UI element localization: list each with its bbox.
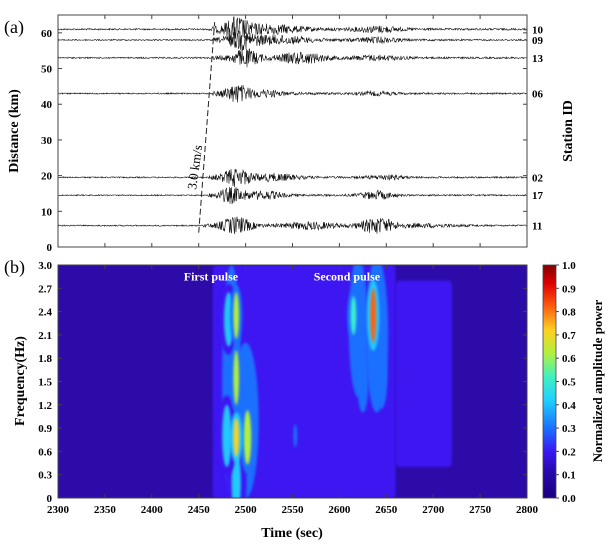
x-tick-label: 2600: [328, 504, 351, 516]
colorbar-label: Normalized amplitude power: [590, 300, 605, 463]
x-tick-label: 2700: [422, 504, 445, 516]
waveform-trace-13: [57, 47, 528, 68]
panel-b-axes: 2300 2350 2400 2450 2500 2550 2600 2650 2700 2750…: [38, 260, 538, 516]
y-axis-label-distance: Distance (km): [7, 89, 22, 173]
y-tick-label: 0: [47, 493, 53, 505]
colorbar-tick-label: 0.4: [562, 400, 576, 412]
pulse-annotation: Second pulse: [314, 270, 381, 284]
station-id-label: 06: [532, 89, 544, 101]
colorbar: [542, 264, 557, 499]
colorbar-tick-label: 0.5: [562, 377, 576, 389]
spectrogram-blob: [233, 350, 240, 405]
waveform-trace-06: [57, 85, 528, 103]
y-tick-label: 0: [47, 242, 53, 254]
x-tick-label: 2550: [282, 504, 305, 516]
x-tick-label: 2350: [94, 504, 117, 516]
colorbar-tick-label: 0.8: [562, 307, 576, 319]
pulse-annotation: First pulse: [184, 270, 239, 284]
spectrogram-blob: [233, 292, 240, 339]
colorbar-tick-label: 0.7: [562, 330, 576, 342]
colorbar-tick-label: 0.1: [562, 470, 576, 482]
waveform-traces: [57, 16, 528, 235]
waveform-trace-11: [57, 216, 528, 235]
waveform-trace-10: [57, 16, 528, 41]
x-tick-label: 2750: [469, 504, 492, 516]
x-tick-label: 2650: [375, 504, 398, 516]
x-tick-label: 2450: [188, 504, 211, 516]
panel-a-frame: [57, 14, 528, 248]
waveform-trace-02: [57, 168, 528, 188]
spectrogram-blob: [375, 346, 388, 409]
y-tick-label: 0.3: [38, 470, 52, 482]
y-tick-label: 2.7: [38, 283, 52, 295]
station-id-label: 02: [532, 172, 544, 184]
y-tick-label: 0.9: [38, 423, 52, 435]
velocity-annotation: 3.0 km/s: [184, 144, 205, 190]
y-tick-label: 1.2: [38, 400, 52, 412]
colorbar-tick-label: 1.0: [562, 260, 576, 272]
colorbar-tick-label: 0.0: [562, 493, 576, 505]
spectrogram-blob: [222, 404, 232, 467]
spectrogram-region: [395, 280, 452, 467]
colorbar-tick-label: 0.6: [562, 353, 576, 365]
waveform-trace-17: [57, 186, 528, 204]
spectrogram-blob: [350, 296, 357, 335]
y-tick-label: 60: [41, 28, 53, 40]
y-tick-label: 40: [41, 99, 53, 111]
y-tick-label: 0.6: [38, 446, 52, 458]
panel-a-label: (a): [4, 17, 24, 38]
y-tick-label: 3.0: [38, 260, 52, 272]
y-tick-label: 2.4: [38, 307, 52, 319]
colorbar-ticks: 0.0 0.1 0.2 0.3 0.4 0.5 0.6 0.7 0.8 0.9 1.0: [556, 260, 576, 505]
colorbar-tick-label: 0.2: [562, 446, 576, 458]
velocity-dashed-line: [198, 22, 216, 233]
spectrogram-blob: [233, 418, 240, 457]
colorbar-tick-label: 0.3: [562, 423, 576, 435]
y-tick-label: 2.1: [38, 330, 52, 342]
station-id-label: 17: [532, 190, 544, 202]
spectrogram-blob: [243, 410, 252, 465]
y-tick-label: 1.8: [38, 353, 52, 365]
waveform-trace-09: [57, 31, 528, 52]
y-tick-label: 50: [41, 64, 53, 76]
colorbar-tick-label: 0.9: [562, 283, 576, 295]
x-tick-label: 2800: [516, 504, 539, 516]
y-axis-label-station-id: Station ID: [561, 100, 576, 162]
panel-b: (b) First pulse Second pulse 2300 2350 2400…: [4, 257, 605, 541]
spectrogram-blob: [293, 424, 298, 448]
spectrogram: First pulse Second pulse: [58, 265, 527, 498]
panel-b-label: (b): [4, 257, 25, 278]
spectrogram-blob: [357, 350, 369, 413]
x-tick-label: 2500: [235, 504, 258, 516]
y-tick-label: 10: [41, 206, 53, 218]
y-tick-label: 1.5: [38, 377, 52, 389]
y-tick-label: 20: [41, 171, 53, 183]
station-id-label: 10: [532, 24, 544, 36]
x-tick-label: 2300: [47, 504, 70, 516]
y-axis-label-frequency: Frequency(Hz): [13, 336, 28, 426]
station-id-label: 11: [532, 221, 542, 233]
x-axis-label-time: Time (sec): [261, 526, 323, 541]
station-id-label: 09: [532, 35, 544, 47]
station-id-label: 13: [532, 53, 544, 65]
x-tick-label: 2400: [141, 504, 164, 516]
spectrogram-blob: [370, 288, 376, 343]
y-tick-label: 30: [41, 135, 53, 147]
